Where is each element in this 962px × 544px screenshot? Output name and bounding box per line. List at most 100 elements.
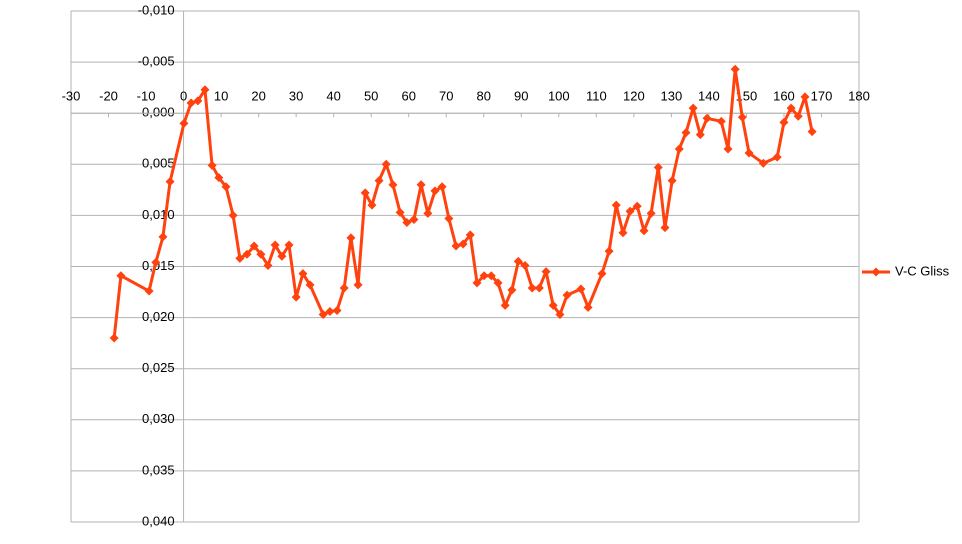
x-tick-label: 20 <box>251 89 265 104</box>
y-tick-label: 0,005 <box>142 156 175 171</box>
x-tick-label: 10 <box>214 89 228 104</box>
y-tick-label: 0,010 <box>142 207 175 222</box>
point-marker <box>772 152 782 162</box>
point-marker <box>541 267 551 277</box>
point-marker <box>423 208 433 218</box>
point-marker <box>325 306 335 316</box>
point-marker <box>807 127 817 137</box>
point-marker <box>318 310 328 320</box>
point-marker <box>534 283 544 293</box>
point-marker <box>109 333 119 343</box>
y-tick-label: 0,035 <box>142 462 175 477</box>
point-marker <box>465 230 475 240</box>
point-marker <box>409 214 419 224</box>
point-marker <box>179 118 189 128</box>
point-marker <box>305 280 315 290</box>
y-tick-label: -0,005 <box>138 54 175 69</box>
point-marker <box>479 271 489 281</box>
point-marker <box>367 200 377 210</box>
x-tick-label: 40 <box>326 89 340 104</box>
x-tick-label: 80 <box>477 89 491 104</box>
x-tick-label: 50 <box>364 89 378 104</box>
point-marker <box>374 176 384 186</box>
point-marker <box>402 218 412 228</box>
point-marker <box>395 207 405 217</box>
point-marker <box>688 103 698 113</box>
point-marker <box>221 182 231 192</box>
point-marker <box>702 113 712 123</box>
x-tick-label: 130 <box>661 89 683 104</box>
x-tick-label: -10 <box>137 89 156 104</box>
point-marker <box>786 103 796 113</box>
point-marker <box>695 130 705 140</box>
legend-marker <box>871 267 881 277</box>
point-marker <box>444 213 454 223</box>
point-marker <box>381 159 391 169</box>
point-marker <box>263 260 273 270</box>
point-marker <box>360 188 370 198</box>
point-marker <box>242 249 252 259</box>
x-tick-label: -20 <box>99 89 118 104</box>
point-marker <box>158 232 168 242</box>
x-tick-label: 160 <box>773 89 795 104</box>
x-tick-label: 100 <box>548 89 570 104</box>
y-tick-label: 0,000 <box>142 105 175 120</box>
x-tick-label: 60 <box>401 89 415 104</box>
point-marker <box>228 210 238 220</box>
point-marker <box>186 98 196 108</box>
x-tick-label: 140 <box>698 89 720 104</box>
point-marker <box>744 148 754 158</box>
point-marker <box>207 160 217 170</box>
point-marker <box>597 269 607 279</box>
point-marker <box>653 162 663 172</box>
x-tick-label: -30 <box>62 89 81 104</box>
point-marker <box>214 173 224 183</box>
point-marker <box>332 305 342 315</box>
point-marker <box>277 251 287 261</box>
point-marker <box>737 112 747 122</box>
point-marker <box>723 144 733 154</box>
x-tick-label: 120 <box>623 89 645 104</box>
point-marker <box>346 233 356 243</box>
point-marker <box>660 223 670 233</box>
point-marker <box>793 111 803 121</box>
point-marker <box>486 271 496 281</box>
point-marker <box>583 302 593 312</box>
point-marker <box>249 241 259 251</box>
point-marker <box>618 228 628 238</box>
y-tick-label: 0,015 <box>142 258 175 273</box>
point-marker <box>144 286 154 296</box>
point-marker <box>520 260 530 270</box>
x-tick-label: 0 <box>180 89 187 104</box>
series-line <box>112 67 814 339</box>
point-marker <box>430 186 440 196</box>
legend-label: V-C Gliss <box>895 263 950 278</box>
point-marker <box>555 310 565 320</box>
point-marker <box>256 249 266 259</box>
point-marker <box>500 300 510 310</box>
y-tick-label: 0,040 <box>142 513 175 528</box>
point-marker <box>730 64 740 74</box>
point-marker <box>193 96 203 106</box>
point-marker <box>416 180 426 190</box>
point-marker <box>437 182 447 192</box>
point-marker <box>353 280 363 290</box>
point-marker <box>458 239 468 249</box>
point-marker <box>116 271 126 281</box>
point-marker <box>388 180 398 190</box>
y-tick-label: 0,025 <box>142 360 175 375</box>
point-marker <box>576 284 586 294</box>
point-marker <box>611 200 621 210</box>
point-marker <box>339 283 349 293</box>
point-marker <box>513 256 523 266</box>
point-marker <box>451 241 461 251</box>
point-marker <box>667 176 677 186</box>
x-tick-label: 110 <box>586 89 607 104</box>
point-marker <box>632 201 642 211</box>
x-tick-label: 180 <box>848 89 870 104</box>
point-marker <box>562 290 572 300</box>
point-marker <box>151 257 161 267</box>
point-marker <box>507 285 517 295</box>
x-tick-label: 170 <box>811 89 833 104</box>
